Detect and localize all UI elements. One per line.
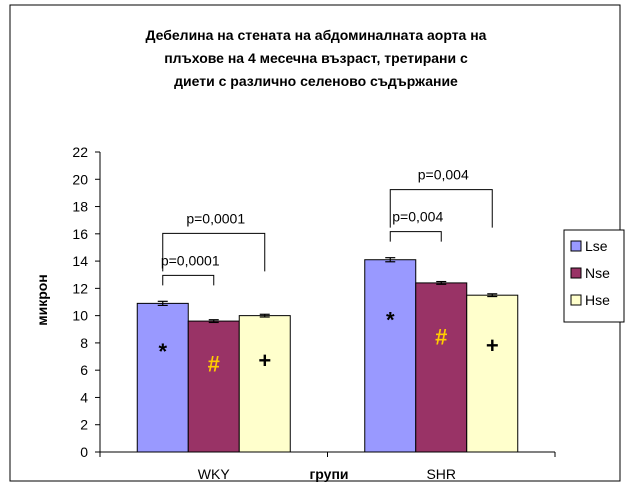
legend-label: Hse — [585, 292, 610, 308]
p-value-bracket — [162, 232, 266, 272]
y-tick-label: 6 — [80, 362, 88, 378]
significance-marker: # — [208, 352, 220, 377]
bar — [466, 294, 519, 453]
bar — [136, 302, 189, 453]
y-tick-label: 10 — [72, 308, 88, 324]
y-tick-label: 22 — [72, 144, 88, 160]
bar — [415, 282, 468, 453]
x-tick-label: WKY — [198, 466, 231, 482]
legend-label: Nse — [585, 265, 610, 281]
p-value-bracket — [389, 231, 442, 242]
y-tick-label: 18 — [72, 199, 88, 215]
p-value-label: p=0,0001 — [186, 210, 245, 226]
p-value-bracket — [389, 189, 493, 228]
chart-title-line-2: плъхове на 4 месечна възраст, третирани … — [164, 50, 468, 66]
legend-swatch — [570, 267, 582, 279]
significance-marker: * — [386, 308, 395, 333]
y-tick-label: 0 — [80, 444, 88, 460]
p-value-label: p=0,004 — [392, 209, 443, 225]
y-tick-label: 8 — [80, 335, 88, 351]
y-tick-label: 4 — [80, 389, 88, 405]
legend-label: Lse — [585, 238, 608, 254]
significance-marker: + — [258, 348, 271, 373]
chart-title-line-1: Дебелина на стената на абдоминалната аор… — [146, 27, 487, 43]
significance-marker: # — [435, 324, 447, 349]
bar — [238, 315, 291, 453]
y-tick-label: 14 — [72, 253, 88, 269]
plot-area: 0 2 4 6 8 10 12 14 16 18 20 22 WKY * # + SHR * # + p=0,0001 p… — [72, 144, 556, 482]
legend-swatch — [570, 240, 582, 252]
bar — [187, 320, 240, 453]
significance-marker: + — [486, 333, 499, 358]
legend-swatch — [570, 294, 582, 306]
x-axis-label: групи — [309, 466, 348, 482]
significance-marker: * — [158, 339, 167, 364]
chart-border — [9, 4, 621, 482]
p-value-label: p=0,004 — [418, 167, 469, 183]
y-tick-label: 12 — [72, 280, 88, 296]
y-axis-label: микрон — [34, 274, 50, 326]
y-tick-label: 16 — [72, 226, 88, 242]
p-value-bracket — [162, 274, 215, 286]
chart-title-line-3: диети с различно селеново съдържание — [174, 73, 458, 89]
bar — [364, 259, 417, 453]
p-value-label: p=0,0001 — [161, 252, 220, 268]
y-tick-label: 20 — [72, 171, 88, 187]
legend: Lse Nse Hse — [563, 229, 625, 323]
y-tick-label: 2 — [80, 417, 88, 433]
x-tick-label: SHR — [426, 466, 456, 482]
